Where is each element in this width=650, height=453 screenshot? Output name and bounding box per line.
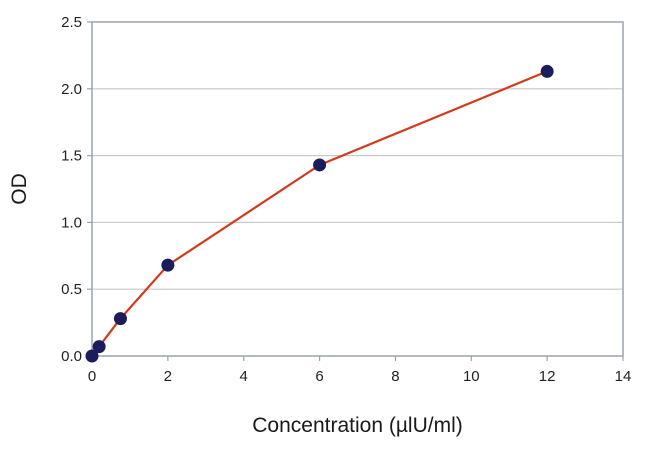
- data-point: [161, 258, 175, 272]
- x-tick-label: 14: [615, 368, 632, 385]
- series-layer: [85, 64, 554, 363]
- y-axis-title: OD: [8, 173, 31, 205]
- series-line-0: [91, 70, 548, 357]
- x-tick-label: 2: [164, 368, 172, 385]
- y-tick-label: 2.5: [61, 14, 82, 31]
- data-point: [92, 340, 106, 354]
- data-point: [113, 312, 127, 326]
- y-tick-label: 2.0: [61, 81, 82, 98]
- x-tick-label: 0: [88, 368, 96, 385]
- x-tick-label: 4: [240, 368, 248, 385]
- data-point: [313, 158, 327, 172]
- y-tick-label: 1.5: [61, 148, 82, 165]
- data-point: [85, 349, 99, 363]
- axis-ticks: 0 2 4 6 8 10 12 14 0.0 0.5 1.0 1.5 2.0 2.5: [61, 14, 631, 385]
- grid-lines: [92, 88, 623, 290]
- x-tick-label: 12: [539, 368, 556, 385]
- x-axis-title: Concentration (µlU/ml): [252, 414, 463, 437]
- y-tick-label: 0.5: [61, 281, 82, 298]
- x-tick-label: 6: [315, 368, 323, 385]
- x-tick-label: 8: [391, 368, 399, 385]
- y-tick-label: 1.0: [61, 214, 82, 231]
- data-point: [540, 64, 554, 78]
- x-tick-label: 10: [463, 368, 480, 385]
- y-tick-label: 0.0: [61, 348, 82, 365]
- plot-frame: [91, 21, 624, 357]
